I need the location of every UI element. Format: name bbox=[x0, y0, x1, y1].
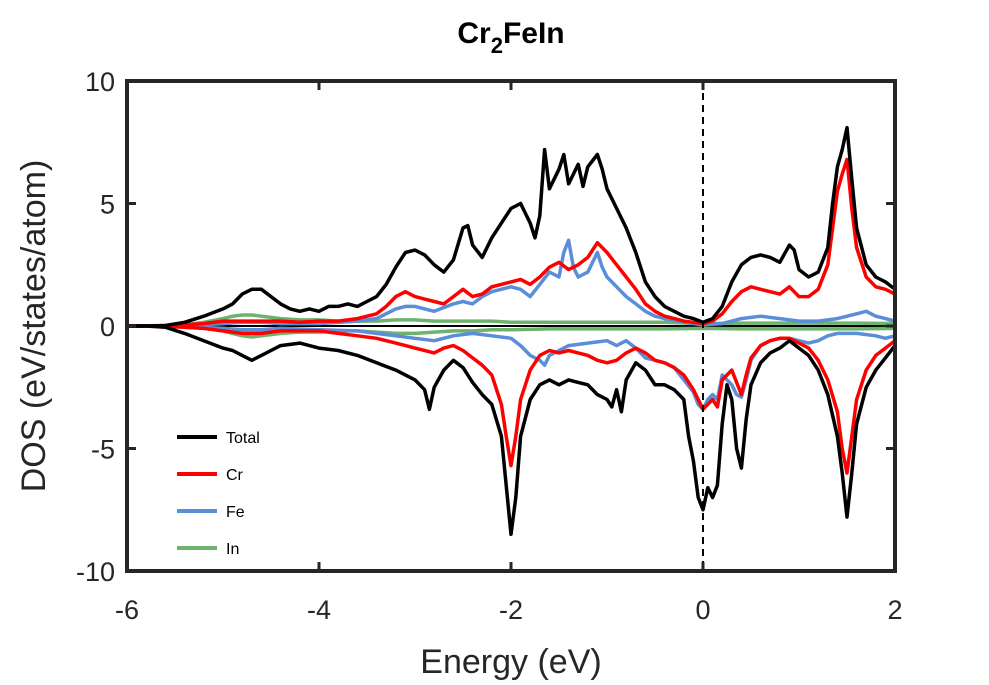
x-ticks: -6 -4 -2 0 2 bbox=[115, 81, 903, 625]
y-ticks: 10 5 0 -5 -10 bbox=[76, 67, 895, 587]
legend-label-cr: Cr bbox=[226, 467, 244, 484]
legend-label-fe: Fe bbox=[226, 504, 245, 521]
legend: Total Cr Fe In bbox=[177, 430, 260, 558]
y-axis-label: DOS (eV/states/atom) bbox=[15, 160, 53, 493]
y-tick-label: -10 bbox=[76, 557, 115, 587]
series-group bbox=[127, 125, 895, 537]
x-tick-label: 2 bbox=[887, 595, 902, 625]
y-tick-label: 5 bbox=[100, 190, 115, 220]
x-axis-label: Energy (eV) bbox=[420, 643, 601, 681]
series-total-spin-up bbox=[127, 125, 895, 328]
x-tick-label: -4 bbox=[307, 595, 331, 625]
x-tick-label: -6 bbox=[115, 595, 139, 625]
series-cr-spin-up bbox=[127, 157, 895, 328]
y-tick-label: -5 bbox=[91, 435, 115, 465]
chart-title: Cr2FeIn bbox=[457, 17, 564, 58]
series-total-spin-down bbox=[127, 324, 895, 537]
series-cr-spin-down bbox=[127, 324, 895, 475]
x-tick-label: -2 bbox=[499, 595, 523, 625]
legend-label-total: Total bbox=[226, 430, 260, 447]
x-tick-label: 0 bbox=[695, 595, 710, 625]
y-tick-label: 10 bbox=[85, 67, 115, 97]
legend-label-in: In bbox=[226, 541, 239, 558]
y-tick-label: 0 bbox=[100, 312, 115, 342]
